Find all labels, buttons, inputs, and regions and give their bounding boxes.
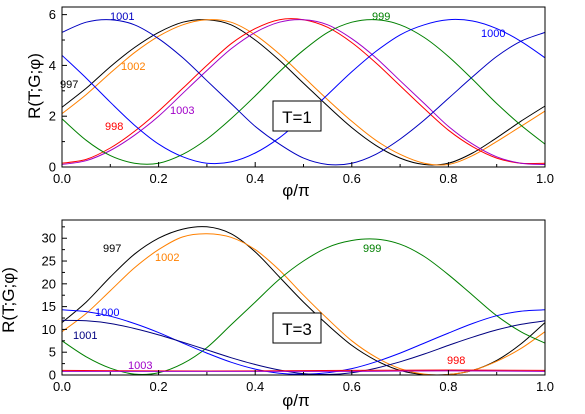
x-axis-label: φ/π (282, 391, 309, 410)
series-line-999 (61, 19, 546, 165)
series-line-1001 (61, 19, 546, 166)
y-axis-label: R(T;G;φ) (25, 53, 44, 119)
x-tick-label: 0.2 (150, 171, 168, 186)
y-tick-label: 30 (42, 231, 56, 246)
x-tick-label: 0.4 (246, 379, 264, 394)
series-label-1003: 1003 (128, 360, 152, 372)
x-tick-label: 0.8 (439, 171, 457, 186)
y-tick-label: 5 (49, 345, 56, 360)
y-tick-label: 10 (42, 322, 56, 337)
y-tick-label: 6 (49, 7, 56, 22)
series-label-999: 999 (372, 11, 390, 23)
series-label-997: 997 (103, 243, 121, 255)
plot-frame (61, 6, 546, 168)
series-label-1000: 1000 (481, 28, 505, 40)
series-line-1002 (61, 233, 546, 376)
y-tick-label: 4 (49, 58, 56, 73)
y-tick-label: 2 (49, 109, 56, 124)
annotation-box (272, 312, 322, 344)
series-label-997: 997 (60, 79, 78, 91)
series-line-999 (61, 238, 546, 375)
tick-layer: 0.0 0.2 0.4 0.6 0.8 1.0 0 5 10 15 20 25 30 (42, 226, 554, 394)
series-label-1002: 1002 (121, 61, 145, 73)
series-line-1003 (62, 370, 546, 372)
y-tick-label: 20 (42, 276, 56, 291)
y-tick-label: 15 (42, 299, 56, 314)
x-tick-label: 0.4 (246, 171, 264, 186)
series-label-998: 998 (105, 121, 123, 133)
chart-panel-t3: R(T;G;φ) φ/π 0.0 0.2 0.4 0.6 0.8 1.0 0 5 10 15 20 2… (0, 219, 554, 410)
tick-layer: 0.0 0.2 0.4 0.6 0.8 1.0 0 2 4 6 (49, 7, 554, 186)
x-tick-label: 0.6 (343, 171, 361, 186)
y-tick-label: 25 (42, 254, 56, 269)
x-tick-label: 0.2 (150, 379, 168, 394)
series-label-1003: 1003 (170, 105, 194, 117)
plot-frame (61, 219, 546, 376)
x-tick-label: 0.6 (343, 379, 361, 394)
y-tick-label: 0 (49, 160, 56, 175)
x-tick-label: 0.0 (53, 379, 71, 394)
series-label-1001: 1001 (73, 330, 97, 342)
series-line-1002 (61, 19, 546, 166)
x-tick-label: 0.0 (53, 171, 71, 186)
series-label-1001: 1001 (110, 11, 134, 23)
series-label-1000: 1000 (95, 307, 119, 319)
x-tick-label: 0.8 (439, 379, 457, 394)
annotation-label: T=3 (282, 320, 312, 339)
series-line-1003 (61, 19, 546, 165)
annotation-label: T=1 (282, 108, 312, 127)
series-label-1002: 1002 (155, 252, 179, 264)
series-line-997 (61, 19, 546, 166)
series-line-998 (61, 369, 546, 372)
x-axis-label: φ/π (282, 181, 309, 200)
x-tick-label: 1.0 (536, 171, 554, 186)
x-tick-label: 1.0 (536, 379, 554, 394)
series-label-999: 999 (363, 243, 381, 255)
annotation-box (272, 100, 322, 132)
series-label-998: 998 (447, 355, 465, 367)
y-tick-label: 0 (49, 368, 56, 383)
y-axis-label: R(T;G;φ) (0, 267, 18, 333)
